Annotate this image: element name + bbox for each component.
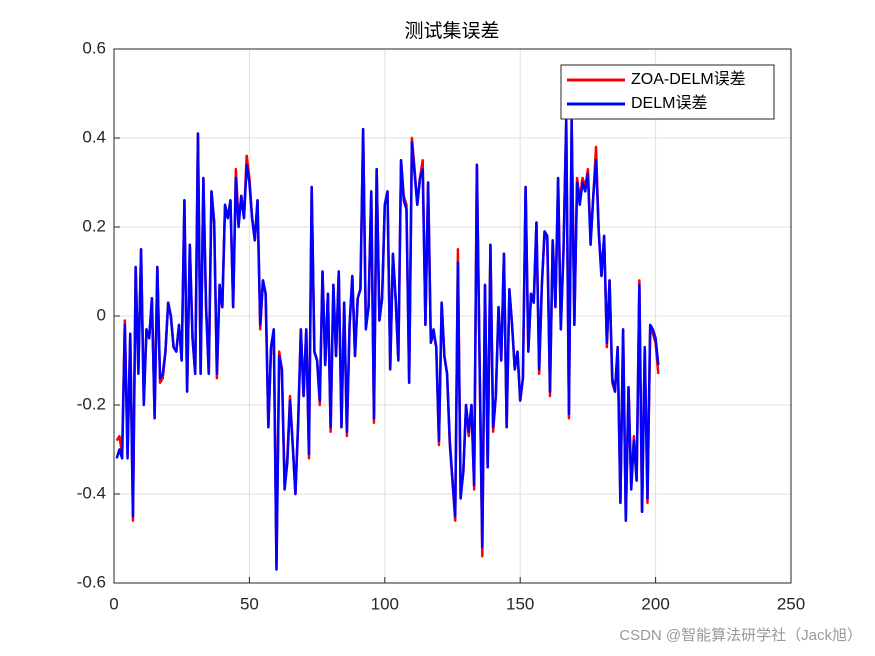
y-tick-label: 0.6 (82, 38, 106, 57)
legend-label: DELM误差 (631, 94, 707, 112)
y-tick-label: 0 (97, 305, 106, 324)
y-tick-label: -0.4 (77, 483, 106, 502)
series-line (115, 118, 660, 571)
legend-box (560, 64, 775, 120)
x-tick-label: 250 (777, 594, 805, 613)
watermark: CSDN @智能算法研学社（Jack旭） (619, 626, 862, 644)
x-tick-label: 100 (371, 594, 399, 613)
x-tick-label: 50 (240, 594, 259, 613)
y-tick-label: 0.4 (82, 127, 106, 146)
x-tick-label: 200 (641, 594, 669, 613)
y-tick-label: -0.6 (77, 572, 106, 591)
legend-label: ZOA-DELM误差 (631, 70, 746, 88)
y-tick-label: 0.2 (82, 216, 106, 235)
plot-frame (113, 48, 792, 584)
x-tick-label: 0 (109, 594, 118, 613)
y-tick-label: -0.2 (77, 394, 106, 413)
x-tick-label: 150 (506, 594, 534, 613)
chart-title: 测试集误差 (404, 20, 499, 42)
